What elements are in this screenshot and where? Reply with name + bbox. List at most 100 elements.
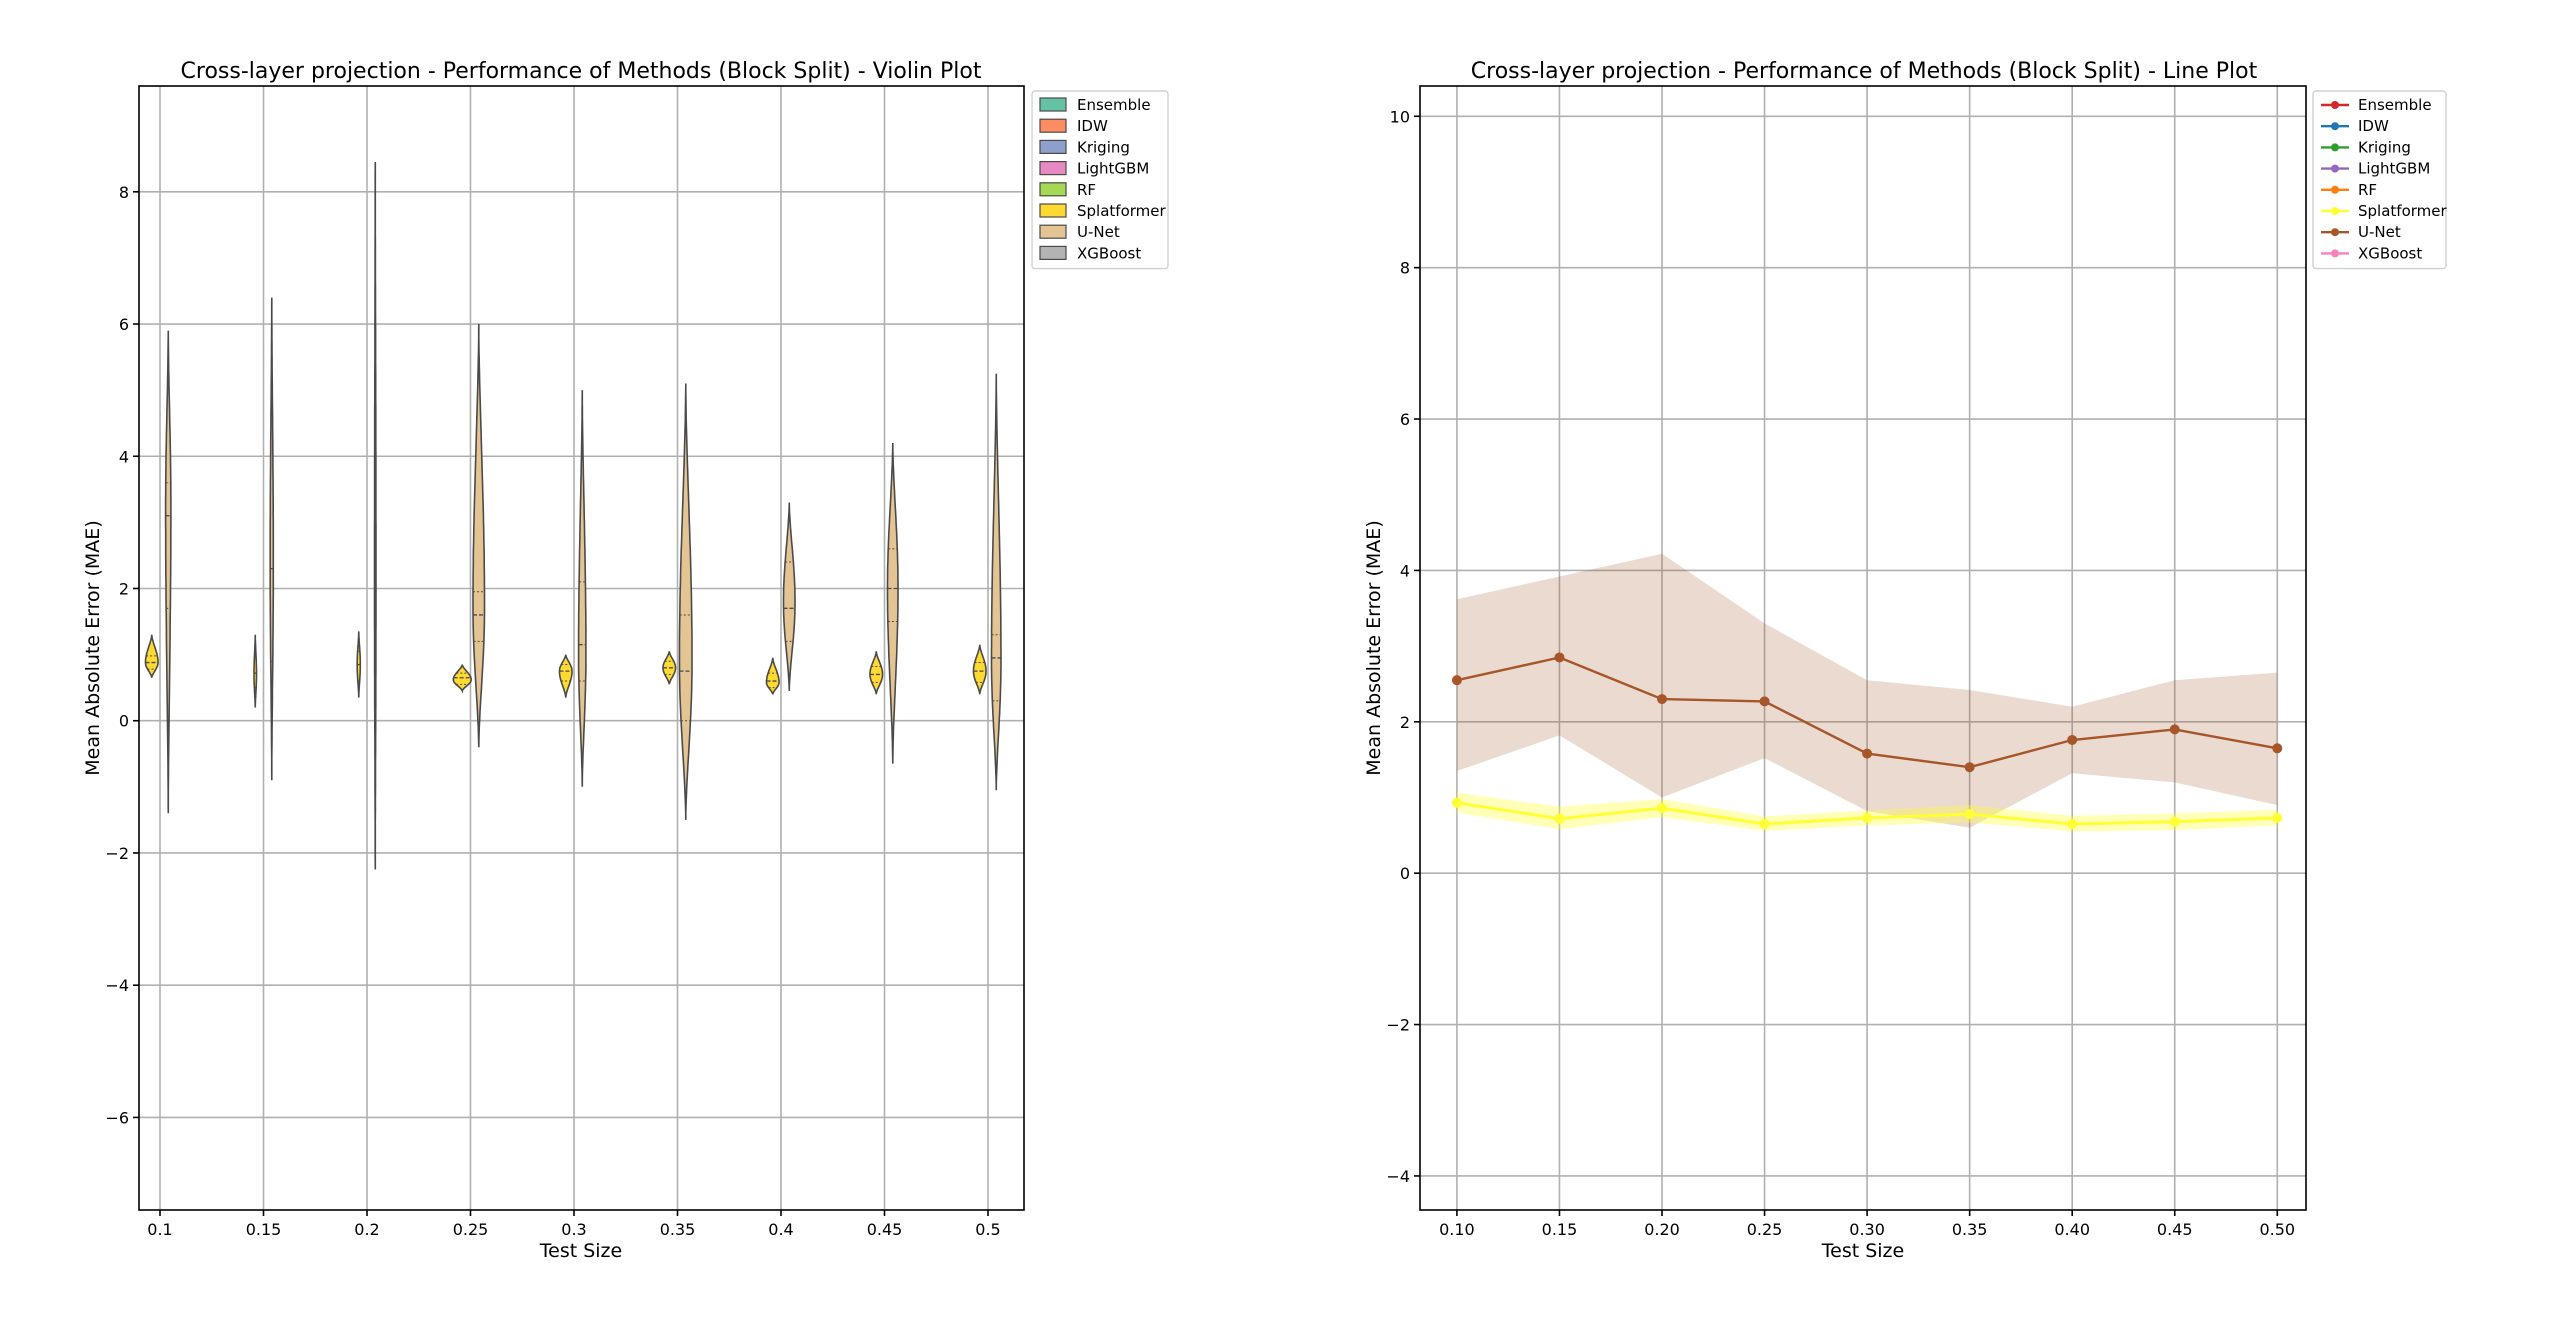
line-x-tick-label: 0.10: [1439, 1220, 1475, 1239]
violin-chart: Cross-layer projection - Performance of …: [82, 59, 1169, 1262]
line-legend-marker: [2331, 164, 2339, 173]
violin-legend-frame: [1031, 90, 1169, 270]
violin-u-net-0.5: [990, 373, 1002, 791]
violin-u-net-0.15: [269, 297, 275, 781]
violin-y-axis-label: Mean Absolute Error (MAE): [82, 520, 104, 775]
violin-legend-swatch: [1039, 182, 1067, 197]
violin-x-tick-label: 0.4: [768, 1220, 793, 1239]
violin-x-tick-label: 0.2: [354, 1220, 379, 1239]
violin-u-net-0.4: [782, 502, 796, 692]
point-u-net: [1451, 675, 1462, 686]
violin-legend-label: XGBoost: [1077, 244, 1141, 262]
point-splatformer: [2169, 816, 2180, 827]
violin-x-axis-label: Test Size: [539, 1240, 622, 1262]
line-y-tick-label: 2: [1400, 713, 1410, 732]
violin-x-tick-label: 0.35: [660, 1220, 696, 1239]
point-u-net: [1759, 696, 1770, 707]
violin-legend-label: IDW: [1077, 117, 1108, 135]
line-legend-label: IDW: [2358, 117, 2389, 135]
line-legend-label: LightGBM: [2358, 160, 2430, 178]
violin-legend-label: Splatformer: [1077, 202, 1166, 220]
line-y-tick-label: −4: [1386, 1167, 1410, 1186]
line-legend-label: U-Net: [2358, 223, 2401, 241]
violin-x-tick-label: 0.3: [561, 1220, 586, 1239]
violin-u-net-0.35: [678, 383, 693, 820]
point-splatformer: [1759, 818, 1770, 829]
point-splatformer: [2067, 818, 2078, 829]
line-x-tick-label: 0.25: [1747, 1220, 1783, 1239]
violin-legend-label: LightGBM: [1077, 160, 1149, 178]
violin-x-tick-label: 0.15: [246, 1220, 282, 1239]
violin-splatformer-0.3: [558, 654, 573, 698]
line-y-tick-label: 0: [1400, 864, 1410, 883]
violin-y-tick-label: −2: [105, 844, 129, 863]
line-legend-label: Splatformer: [2358, 202, 2447, 220]
line-plot-area: [1419, 85, 2307, 1211]
line-x-axis-label: Test Size: [1821, 1240, 1904, 1262]
violin-x-ticks: 0.1 0.15 0.2 0.25 0.3 0.35 0.4 0.45 0.5: [147, 1210, 1001, 1239]
line-x-tick-label: 0.45: [2157, 1220, 2193, 1239]
line-chart: Cross-layer projection - Performance of …: [1363, 59, 2447, 1262]
line-legend-marker: [2331, 207, 2339, 215]
line-y-tick-label: 8: [1400, 259, 1410, 278]
violin-y-tick-label: 0: [119, 712, 129, 731]
line-legend-marker: [2331, 185, 2339, 194]
line-y-axis-label: Mean Absolute Error (MAE): [1363, 520, 1385, 775]
line-x-tick-label: 0.50: [2259, 1220, 2295, 1239]
violin-x-tick-label: 0.1: [147, 1220, 172, 1239]
violin-u-net-0.3: [577, 390, 587, 787]
point-u-net: [1964, 762, 1975, 773]
violin-y-tick-label: −6: [105, 1108, 129, 1127]
point-splatformer: [1964, 809, 1975, 820]
violin-u-net-0.1: [164, 330, 172, 814]
point-u-net: [2169, 724, 2180, 735]
line-y-tick-label: 10: [1390, 107, 1410, 126]
line-legend: Ensemble IDW Kriging LightGBM RF Splatformer U…: [2312, 90, 2447, 270]
violin-y-ticks: −6 −4 −2 0 2 4 6 8: [105, 183, 139, 1127]
line-legend-marker: [2331, 249, 2339, 258]
line-legend-marker: [2331, 122, 2339, 131]
violin-y-tick-label: 4: [119, 447, 129, 466]
line-x-ticks: 0.10 0.15 0.20 0.25 0.30 0.35 0.40 0.45 0.50: [1439, 1210, 2295, 1239]
violin-y-tick-label: 8: [119, 183, 129, 202]
line-legend-label: Ensemble: [2358, 96, 2432, 114]
ci-band-u-net: [1456, 553, 2278, 828]
point-u-net: [2272, 743, 2283, 754]
violin-y-tick-label: −4: [105, 976, 129, 995]
line-x-tick-label: 0.20: [1644, 1220, 1680, 1239]
violin-u-net-0.45: [886, 442, 899, 764]
violin-y-tick-label: 6: [119, 315, 129, 334]
line-legend-frame: [2312, 90, 2447, 270]
violin-y-tick-label: 2: [119, 579, 129, 598]
line-y-ticks: −4 −2 0 2 4 6 8 10: [1386, 107, 1420, 1186]
line-legend-marker: [2331, 143, 2339, 152]
violin-x-tick-label: 0.5: [975, 1220, 1000, 1239]
violin-x-tick-label: 0.25: [453, 1220, 489, 1239]
violin-legend-swatch: [1039, 161, 1067, 176]
violin-legend-swatch: [1039, 224, 1067, 239]
line-x-tick-label: 0.30: [1849, 1220, 1885, 1239]
point-u-net: [1554, 652, 1565, 663]
line-x-tick-label: 0.40: [2054, 1220, 2090, 1239]
line-legend-label: XGBoost: [2358, 244, 2422, 262]
line-y-tick-label: −2: [1386, 1016, 1410, 1035]
violin-legend-swatch: [1039, 203, 1067, 218]
violin-legend-label: Ensemble: [1077, 96, 1151, 114]
violin-shapes: [144, 161, 1002, 870]
violin-legend: Ensemble IDW Kriging LightGBM RF Splatformer U…: [1031, 90, 1169, 270]
point-u-net: [1657, 694, 1668, 705]
point-splatformer: [1451, 797, 1462, 808]
point-splatformer: [1554, 813, 1565, 824]
violin-legend-label: U-Net: [1077, 223, 1120, 241]
line-gridlines: [1420, 86, 2306, 1210]
violin-legend-swatch: [1039, 139, 1067, 154]
line-legend-label: Kriging: [2358, 138, 2411, 156]
violin-splatformer-0.45: [869, 651, 884, 695]
line-legend-marker: [2331, 228, 2339, 237]
line-chart-title: Cross-layer projection - Performance of …: [1471, 59, 2258, 84]
line-x-tick-label: 0.35: [1952, 1220, 1988, 1239]
point-u-net: [2067, 734, 2078, 745]
point-splatformer: [1862, 812, 1873, 823]
line-x-tick-label: 0.15: [1542, 1220, 1578, 1239]
